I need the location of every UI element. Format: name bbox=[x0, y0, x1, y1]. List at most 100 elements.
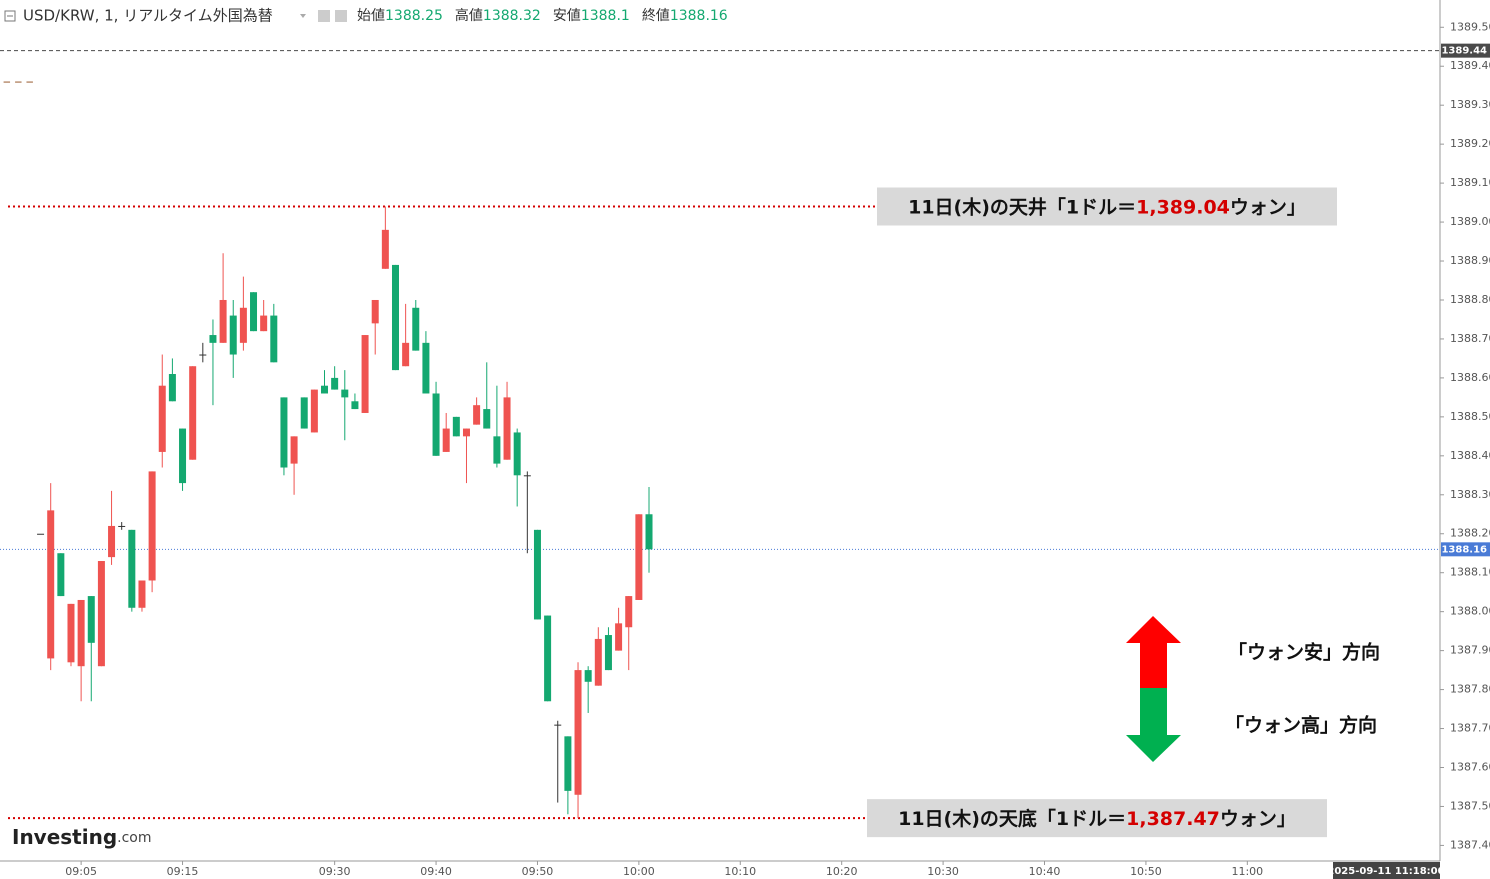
x-tick-label: 09:05 bbox=[65, 865, 97, 878]
candle-body bbox=[67, 603, 75, 663]
candle-body bbox=[270, 315, 278, 363]
y-tick-label: 1387.60 bbox=[1450, 760, 1490, 773]
candle-body bbox=[128, 529, 136, 608]
candle-body bbox=[625, 596, 633, 628]
annotation-text: 11日(木)の天底「1ドル＝1,387.47ウォン」 bbox=[898, 807, 1296, 830]
annotation-prefix: 11日(木)の天井「1ドル＝ bbox=[908, 195, 1136, 218]
annotation-box bbox=[867, 799, 1327, 838]
collapse-icon[interactable] bbox=[4, 10, 16, 22]
x-tick-label: 09:30 bbox=[319, 865, 351, 878]
candle-body bbox=[483, 409, 491, 429]
candle-body bbox=[179, 428, 187, 484]
candle-body bbox=[239, 307, 247, 343]
candle-body bbox=[574, 670, 582, 795]
y-tick-label: 1389.50 bbox=[1450, 20, 1490, 33]
candle-body bbox=[219, 299, 227, 343]
y-tick-label: 1388.20 bbox=[1450, 527, 1490, 540]
chart-title: USD/KRW, 1, リアルタイム外国為替 bbox=[23, 7, 273, 25]
y-tick-label: 1389.00 bbox=[1450, 215, 1490, 228]
candle-body bbox=[310, 389, 318, 433]
candle-body bbox=[300, 397, 308, 429]
ohlc-label: 始値 bbox=[357, 8, 385, 24]
ohlc-value: 1388.32 bbox=[483, 8, 541, 24]
candle-body bbox=[391, 264, 399, 371]
x-tick-label: 10:20 bbox=[826, 865, 858, 878]
down-arrow bbox=[1126, 688, 1181, 762]
candle-body bbox=[402, 342, 410, 367]
x-tick-label: 10:30 bbox=[927, 865, 959, 878]
candle-body bbox=[554, 724, 562, 726]
y-tick-label: 1388.60 bbox=[1450, 371, 1490, 384]
y-tick-label: 1387.90 bbox=[1450, 644, 1490, 657]
candle-body bbox=[615, 623, 623, 651]
candle-body bbox=[473, 405, 481, 425]
x-tick-label: 10:40 bbox=[1029, 865, 1061, 878]
logo: Investing.com bbox=[12, 825, 152, 849]
candle-body bbox=[341, 389, 349, 398]
price-tag-box bbox=[1441, 43, 1490, 58]
candle-body bbox=[422, 342, 430, 394]
candle-body bbox=[564, 736, 572, 791]
candle-body bbox=[351, 401, 359, 410]
candle-body bbox=[47, 510, 55, 659]
candle-body bbox=[290, 436, 298, 464]
y-tick-label: 1388.90 bbox=[1450, 254, 1490, 267]
ohlc-label: 終値 bbox=[642, 8, 670, 24]
candle-body bbox=[87, 596, 95, 643]
y-tick-label: 1387.50 bbox=[1450, 799, 1490, 812]
candle-body bbox=[260, 315, 268, 332]
price-tag-box bbox=[1441, 542, 1490, 557]
annotation-value: 1,389.04 bbox=[1136, 196, 1230, 218]
candle-body bbox=[412, 307, 420, 351]
candle-body bbox=[118, 525, 126, 527]
ohlc-value: 1388.25 bbox=[385, 8, 443, 24]
annotation-box bbox=[877, 187, 1337, 226]
y-tick-label: 1389.30 bbox=[1450, 98, 1490, 111]
candle-body bbox=[280, 397, 288, 468]
candle-body bbox=[138, 580, 146, 608]
candle-body bbox=[331, 377, 339, 390]
y-tick-label: 1388.00 bbox=[1450, 605, 1490, 618]
annotation-value: 1,387.47 bbox=[1126, 808, 1220, 830]
time-tag-box bbox=[1333, 862, 1440, 879]
x-tick-label: 10:10 bbox=[724, 865, 756, 878]
candle-body bbox=[77, 599, 85, 667]
ohlc-label: 高値 bbox=[455, 7, 483, 24]
annotation-suffix: ウォン」 bbox=[1220, 808, 1296, 830]
y-tick-label: 1388.30 bbox=[1450, 488, 1490, 501]
settings-icon[interactable] bbox=[335, 10, 347, 22]
candle-body bbox=[635, 514, 643, 600]
title-caret[interactable] bbox=[300, 14, 306, 18]
candle-body bbox=[462, 428, 470, 437]
annotation-text: 11日(木)の天井「1ドル＝1,389.04ウォン」 bbox=[908, 195, 1306, 218]
up-arrow bbox=[1126, 616, 1181, 688]
candle-body bbox=[594, 638, 602, 686]
y-tick-label: 1389.40 bbox=[1450, 59, 1490, 72]
candle-body bbox=[493, 436, 501, 464]
x-tick-label: 09:40 bbox=[420, 865, 452, 878]
candle-body bbox=[148, 471, 156, 581]
y-tick-label: 1387.70 bbox=[1450, 722, 1490, 735]
annotation-suffix: ウォン」 bbox=[1230, 196, 1306, 218]
y-tick-label: 1389.10 bbox=[1450, 176, 1490, 189]
candle-body bbox=[432, 393, 440, 456]
candle-body bbox=[209, 335, 217, 343]
candle-body bbox=[321, 385, 329, 394]
indicator-placeholder: ‒ ‒ ‒ bbox=[3, 75, 34, 89]
candle-body bbox=[523, 475, 531, 477]
eye-icon[interactable] bbox=[318, 10, 330, 22]
candle-body bbox=[168, 374, 176, 402]
candle-body bbox=[442, 428, 450, 452]
candle-body bbox=[229, 315, 237, 355]
ohlc-value: 1388.1 bbox=[581, 8, 630, 24]
logo-suffix: .com bbox=[117, 830, 151, 846]
candle-body bbox=[452, 416, 460, 437]
candle-body bbox=[199, 354, 207, 356]
time-tag: 2025-09-11 11:18:00 bbox=[1327, 866, 1444, 877]
candle-body bbox=[584, 670, 592, 682]
x-tick-label: 10:50 bbox=[1130, 865, 1162, 878]
y-tick-label: 1389.20 bbox=[1450, 137, 1490, 150]
ohlc-legend: 始値1388.25 高値1388.32 安値1388.1 終値1388.16 bbox=[357, 7, 728, 24]
candle-body bbox=[97, 561, 105, 667]
